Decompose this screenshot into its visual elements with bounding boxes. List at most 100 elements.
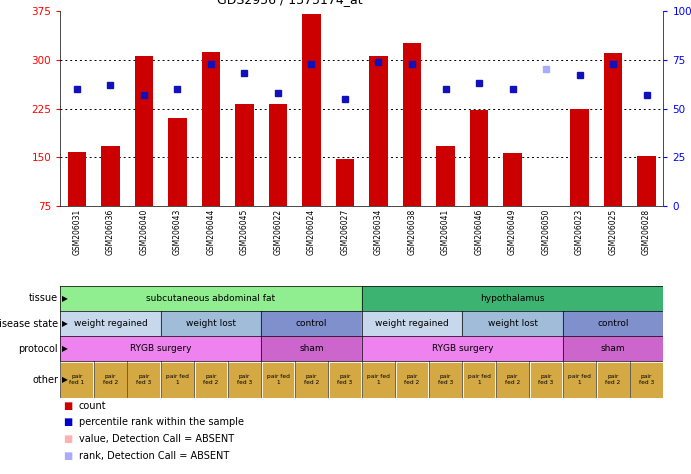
Bar (436, 146, 455, 206)
Bar (598, 363, 629, 397)
Text: ▶: ▶ (61, 294, 68, 303)
Text: pair
fed 3: pair fed 3 (538, 374, 553, 385)
Text: weight lost: weight lost (488, 319, 538, 328)
Text: control: control (296, 319, 328, 328)
Text: pair fed
1: pair fed 1 (468, 374, 491, 385)
Text: hypothalamus: hypothalamus (480, 294, 545, 303)
Text: RYGB surgery: RYGB surgery (431, 344, 493, 353)
Bar (135, 56, 153, 206)
Text: rank, Detection Call = ABSENT: rank, Detection Call = ABSENT (79, 451, 229, 461)
Text: GSM206046: GSM206046 (475, 209, 484, 255)
Text: pair fed
1: pair fed 1 (166, 374, 189, 385)
Text: sham: sham (600, 344, 625, 353)
Bar (369, 56, 388, 206)
Text: GSM206031: GSM206031 (73, 209, 82, 255)
Bar (162, 363, 193, 397)
Text: pair
fed 2: pair fed 2 (203, 374, 218, 385)
Text: pair fed
1: pair fed 1 (267, 374, 290, 385)
Bar (336, 159, 354, 206)
Text: GSM206045: GSM206045 (240, 209, 249, 255)
Bar (430, 363, 461, 397)
Bar (60, 336, 261, 361)
Text: weight regained: weight regained (73, 319, 147, 328)
Text: GSM206023: GSM206023 (575, 209, 584, 255)
Text: GSM206038: GSM206038 (408, 209, 417, 255)
Bar (296, 363, 327, 397)
Text: control: control (597, 319, 629, 328)
Bar (330, 363, 361, 397)
Bar (261, 311, 362, 336)
Text: weight lost: weight lost (186, 319, 236, 328)
Text: ■: ■ (64, 434, 73, 444)
Bar (362, 311, 462, 336)
Text: ▶: ▶ (61, 319, 68, 328)
Text: GSM206024: GSM206024 (307, 209, 316, 255)
Text: GSM206044: GSM206044 (207, 209, 216, 255)
Bar (464, 363, 495, 397)
Bar (160, 311, 261, 336)
Text: GSM206025: GSM206025 (609, 209, 618, 255)
Text: other: other (32, 374, 58, 385)
Text: pair
fed 3: pair fed 3 (136, 374, 151, 385)
Bar (470, 110, 489, 206)
Bar (101, 146, 120, 206)
Text: ▶: ▶ (61, 375, 68, 384)
Bar (362, 286, 663, 311)
Bar (95, 363, 126, 397)
Text: ■: ■ (64, 401, 73, 410)
Bar (397, 363, 428, 397)
Bar (604, 53, 623, 206)
Text: GSM206027: GSM206027 (341, 209, 350, 255)
Bar (60, 286, 362, 311)
Bar (503, 153, 522, 206)
Bar (202, 52, 220, 206)
Text: ▶: ▶ (61, 344, 68, 353)
Bar (61, 363, 93, 397)
Bar (269, 104, 287, 206)
Text: ■: ■ (64, 418, 73, 428)
Text: weight regained: weight regained (375, 319, 449, 328)
Bar (363, 363, 394, 397)
Bar (631, 363, 662, 397)
Text: percentile rank within the sample: percentile rank within the sample (79, 418, 244, 428)
Bar (196, 363, 227, 397)
Text: pair
fed 3: pair fed 3 (639, 374, 654, 385)
Text: pair fed
1: pair fed 1 (568, 374, 591, 385)
Text: GSM206041: GSM206041 (441, 209, 450, 255)
Text: pair
fed 2: pair fed 2 (505, 374, 520, 385)
Text: GSM206043: GSM206043 (173, 209, 182, 255)
Text: count: count (79, 401, 106, 410)
Bar (235, 104, 254, 206)
Text: GSM206028: GSM206028 (642, 209, 651, 255)
Bar (261, 336, 362, 361)
Bar (263, 363, 294, 397)
Bar (637, 156, 656, 206)
Text: disease state: disease state (0, 319, 58, 328)
Bar (531, 363, 562, 397)
Bar (60, 311, 160, 336)
Text: value, Detection Call = ABSENT: value, Detection Call = ABSENT (79, 434, 234, 444)
Text: GSM206022: GSM206022 (274, 209, 283, 255)
Text: pair
fed 1: pair fed 1 (69, 374, 84, 385)
Bar (564, 363, 595, 397)
Text: pair
fed 3: pair fed 3 (337, 374, 352, 385)
Bar (570, 109, 589, 206)
Bar (129, 363, 160, 397)
Bar (68, 152, 86, 206)
Text: pair
fed 3: pair fed 3 (438, 374, 453, 385)
Bar (497, 363, 528, 397)
Text: GSM206036: GSM206036 (106, 209, 115, 255)
Bar (229, 363, 260, 397)
Text: pair fed
1: pair fed 1 (367, 374, 390, 385)
Text: GSM206049: GSM206049 (508, 209, 517, 255)
Text: sham: sham (299, 344, 324, 353)
Bar (302, 14, 321, 206)
Text: GSM206050: GSM206050 (542, 209, 551, 255)
Text: pair
fed 2: pair fed 2 (404, 374, 419, 385)
Text: tissue: tissue (29, 293, 58, 303)
Bar (562, 336, 663, 361)
Text: pair
fed 2: pair fed 2 (304, 374, 319, 385)
Text: pair
fed 2: pair fed 2 (605, 374, 621, 385)
Bar (462, 311, 562, 336)
Text: ■: ■ (64, 451, 73, 461)
